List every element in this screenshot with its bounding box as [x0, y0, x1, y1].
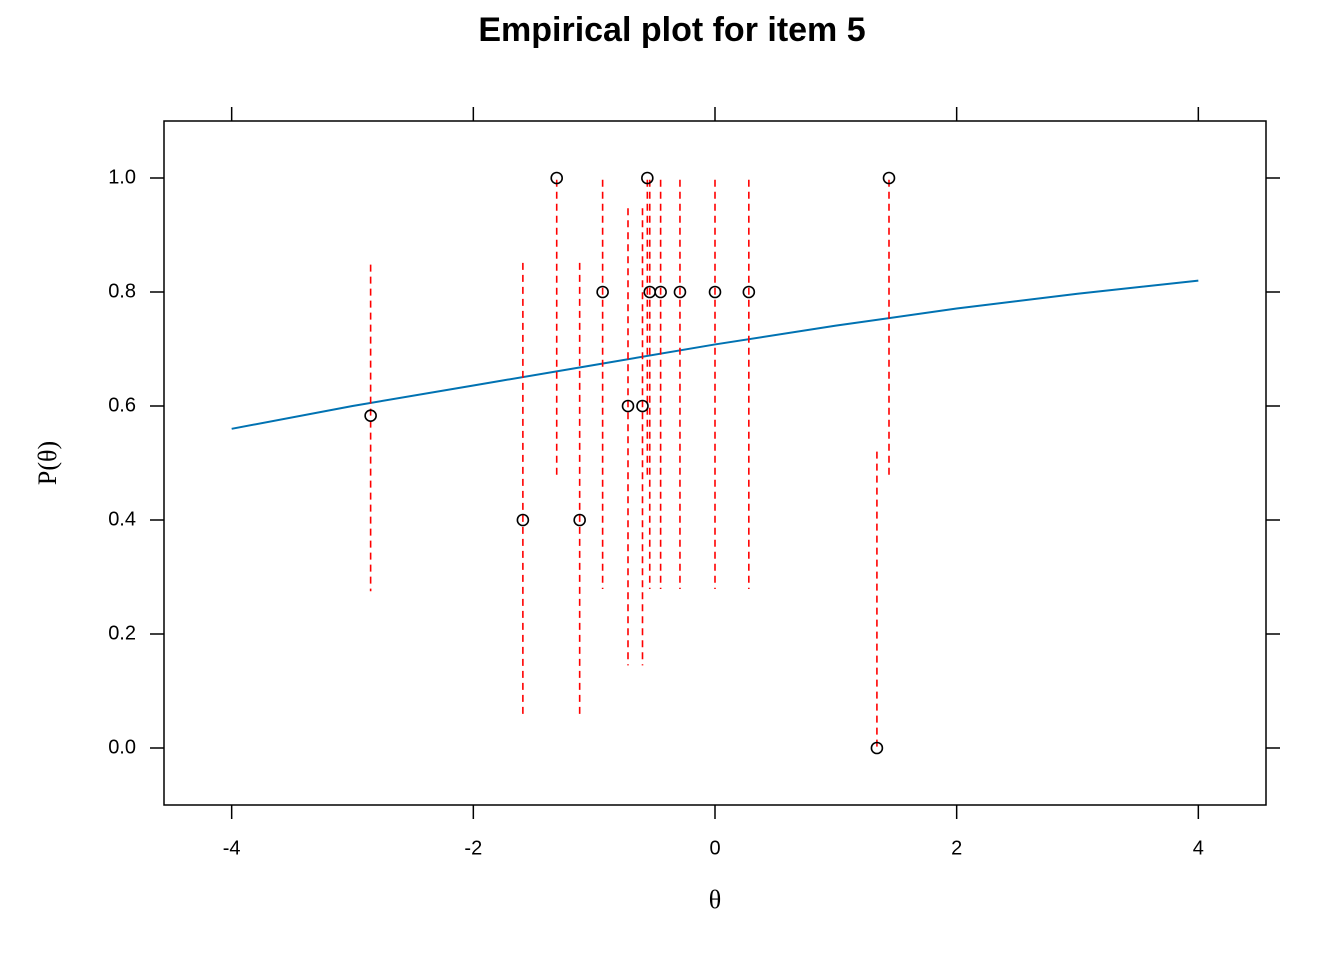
chart-title: Empirical plot for item 5 — [478, 11, 865, 49]
point — [673, 285, 687, 299]
x-tick-label: -4 — [223, 837, 241, 859]
y-tick-label: 0.2 — [108, 622, 136, 644]
point — [742, 285, 756, 299]
plot-frame — [163, 120, 1267, 806]
y-axis-title: P(θ) — [33, 441, 62, 485]
x-tick-label: -2 — [464, 837, 482, 859]
y-tick-label: 0.6 — [108, 394, 136, 416]
point — [708, 285, 722, 299]
point — [636, 399, 649, 413]
x-axis-title: θ — [709, 885, 721, 914]
point — [596, 285, 609, 299]
point — [364, 409, 377, 422]
y-tick-label: 0.4 — [108, 508, 136, 530]
x-tick-label: 4 — [1193, 837, 1204, 859]
point — [621, 399, 635, 413]
curve — [231, 279, 1199, 430]
y-tick-label: 0.0 — [108, 736, 136, 758]
x-tick-label: 0 — [709, 837, 720, 859]
point — [573, 513, 586, 527]
point — [870, 741, 884, 755]
point — [550, 171, 564, 185]
x-tick-label: 2 — [951, 837, 962, 859]
point — [882, 171, 896, 185]
point — [516, 513, 530, 527]
point — [654, 285, 667, 299]
y-tick-label: 0.8 — [108, 280, 136, 302]
point — [641, 171, 654, 185]
y-tick-label: 1.0 — [108, 166, 136, 188]
